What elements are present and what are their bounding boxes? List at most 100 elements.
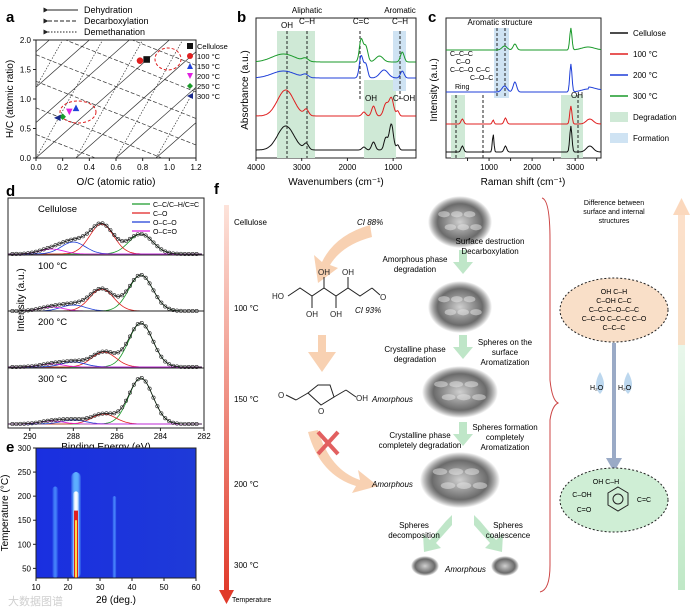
ann-c-coc: C–O–C [470,75,493,82]
xps-datapoint [84,356,89,361]
benzene-icon [607,486,629,512]
xps-datapoint [61,417,66,422]
surface-structure-text: OH C–H C–OH C–C C–C–C–O–C–C C–C–O C–C–C C–O… [582,289,647,332]
xps-datapoint [108,350,113,355]
xps-datapoint [147,386,152,391]
ci-93: CI 93% [355,306,381,315]
xps-datapoint [73,300,78,305]
legend-c-4: Degradation [633,113,677,122]
xps-datapoint [116,409,121,414]
svg-text:OH: OH [330,310,342,319]
ann-c-cc: C–C [476,67,490,74]
xps-datapoint [178,421,183,426]
ytick-a: 0.0 [20,154,32,163]
sem-100-texture [463,296,476,303]
legend-a-0: Cellulose [197,42,228,51]
xps-datapoint [88,354,93,359]
region-c-ring [451,95,465,158]
xps-datapoint [10,251,15,256]
xps-datapoint [143,233,148,238]
xrd-band-34 [113,496,115,578]
xlabel-a: O/C (atomic ratio) [77,177,156,188]
ann-b-oh2: OH [365,94,377,103]
xps-datapoint [26,308,31,313]
sem-150-texture [449,381,464,388]
ylabel-c: Intensity (a.u.) [429,58,440,121]
xps-datapoint [174,421,179,426]
glucose-labels: HO OH OH OH OH O [272,268,386,319]
xtick-a: 0.0 [30,163,42,172]
sem-images [411,196,519,576]
ann-c-ring: Ring [455,84,470,91]
dehydration-line [115,86,196,158]
process-labels: Surface destruction Decarboxylation Amorph… [379,237,538,540]
xtick-e: 30 [96,583,105,592]
legend-d-2: O–C–O [153,220,177,227]
xps-datapoint [14,364,19,369]
xps-datapoint [76,235,81,240]
xtick-b: 3000 [293,163,311,172]
amorphous-200: Amorphous [371,480,413,489]
hmf-molecule [285,384,357,406]
sem-150-texture [472,394,486,401]
legend-a-1: 100 °C [197,52,221,61]
xps-datapoint [178,251,183,256]
decarboxylation-line [36,80,196,146]
xps-datapoint [53,360,58,365]
temp-100: 100 °C [234,304,259,313]
sem-200-texture [448,468,464,475]
amorphous-300: Amorphous [444,565,486,574]
legend-c-1: 100 °C [633,50,658,59]
xps-datapoint [143,275,148,280]
xps-datapoint [171,308,176,313]
axis-ticks-d: 290 288 286 284 282 [23,428,211,441]
xps-datapoint [57,241,62,246]
xps-datapoint [29,421,34,426]
panel-f: f Temperature Cellulose 100 °C 150 °C 20… [214,181,690,604]
right-bar-top [678,215,685,345]
inner-line-1: C–OH [572,492,591,499]
xps-datapoint [84,231,89,236]
ann-b-aliphatic: Aliphatic [292,6,322,15]
xps-envelope [8,274,202,312]
sem-cellulose-texture [451,211,463,218]
xps-datapoint [69,301,74,306]
xtick-e: 50 [160,583,169,592]
xps-datapoint [33,249,38,254]
xps-datapoint [92,224,97,229]
svg-text:OH: OH [356,394,368,403]
legend-c-box [610,112,628,122]
xps-datapoint [108,411,113,416]
plot-frame-b [255,17,417,159]
inner-line-0: OH C–H [593,479,619,486]
legend-marker-a [187,53,193,59]
xtick-b: 1000 [384,163,402,172]
panel-label-c: c [428,9,436,26]
xps-datapoint [33,363,38,368]
xps-datapoint [120,239,125,244]
xtick-e: 20 [64,583,73,592]
surface-line-4: C–C–C [603,325,626,332]
xps-subplots: Cellulose 100 °C 200 °C 300 °C [8,204,204,426]
panel-e: e 10 20 30 40 50 60 50 100 150 200 250 300 2θ (deg.… [0,439,201,608]
xtick-a: 0.4 [84,163,96,172]
xps-datapoint [61,240,66,245]
xps-datapoint [88,292,93,297]
xps-datapoint [155,404,160,409]
surface-line-3: C–C–O C–C–C C–O [582,316,647,323]
xrd-band-34 [113,496,116,578]
xps-datapoint [143,379,148,384]
ann-b-cc: C=C [353,17,369,26]
ci-88: CI 88% [357,218,383,227]
xps-datapoint [124,238,129,243]
sem-100-texture [457,309,469,316]
xps-datapoint [194,421,199,426]
xtick-c: 2000 [523,163,541,172]
xps-datapoint [135,322,140,327]
xtick-d: 282 [197,432,211,441]
xps-datapoint [167,306,172,311]
xps-datapoint [18,364,23,369]
sem-100-texture [444,309,457,316]
xtick-a: 1.2 [190,163,202,172]
